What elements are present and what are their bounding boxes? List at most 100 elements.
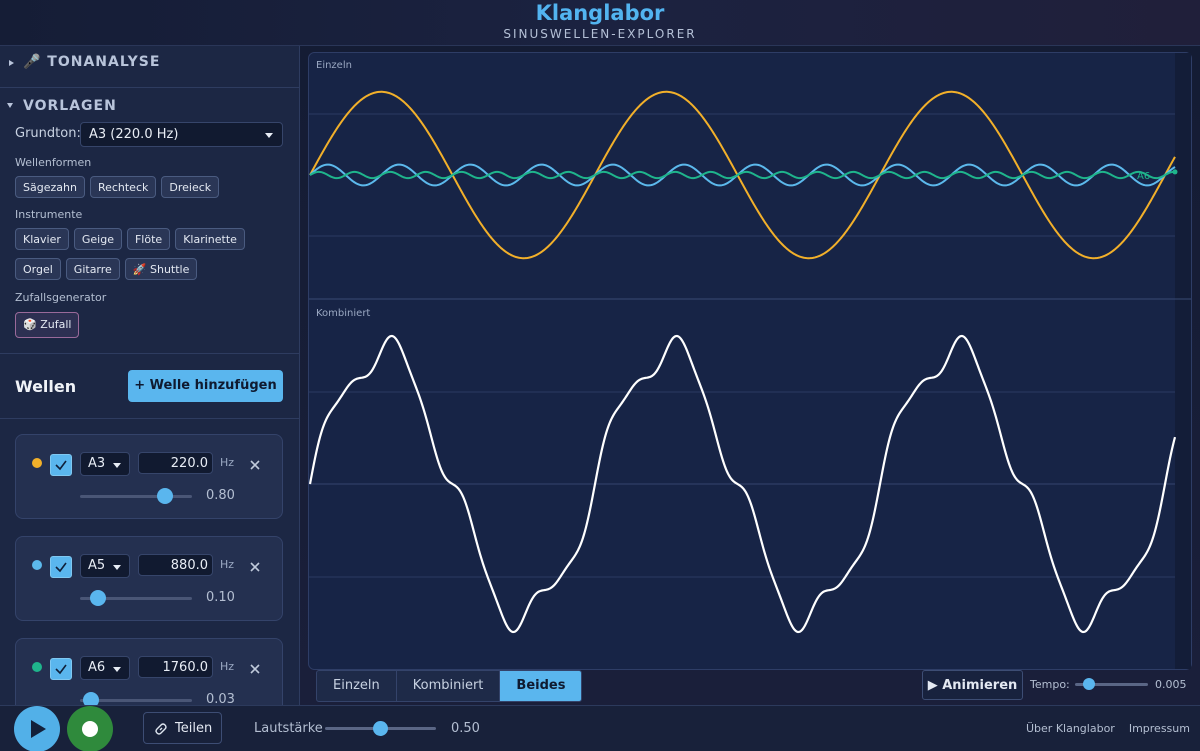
view-tab[interactable]: Kombiniert (397, 671, 501, 701)
preset-button[interactable]: 🚀 Shuttle (124, 258, 198, 280)
preset-button[interactable]: Dreieck (161, 176, 220, 198)
button-row: Klavier Geige Flöte Klarinette (15, 228, 245, 250)
wave-checkbox[interactable] (50, 556, 72, 578)
note-dropdown[interactable]: A3 (80, 452, 130, 476)
amplitude-track (80, 699, 192, 702)
view-tabs: Einzeln Kombiniert Beides (316, 670, 583, 702)
tempo-track (1075, 683, 1148, 686)
remove-icon (250, 562, 260, 572)
section-toggle[interactable]: 🎤 TONANALYSE (23, 54, 161, 70)
tempo-value: 0.005 (1155, 678, 1187, 691)
remove-button[interactable] (250, 664, 260, 674)
frequency-unit: Hz (220, 660, 235, 673)
section-toggle[interactable]: VORLAGEN (23, 98, 117, 114)
volume-slider[interactable] (372, 721, 388, 736)
panel-label: Einzeln (316, 60, 352, 71)
tempo-slider[interactable] (1082, 678, 1095, 690)
preset-button[interactable]: Geige (73, 228, 122, 250)
sidebar: 🎤 TONANALYSE VORLAGEN Grundton: A3 (220.… (0, 46, 300, 705)
remove-icon (250, 664, 260, 674)
panel-label: Kombiniert (316, 308, 370, 319)
button-rows: Klavier Geige Flöte Klarinette Orgel Gitarre 🚀… (15, 228, 245, 288)
note-value: A5 (88, 558, 106, 573)
group-label: Wellenformen (15, 156, 92, 169)
preset-button[interactable]: Flöte (126, 228, 171, 250)
preset-button[interactable]: Orgel (15, 258, 61, 280)
amplitude-slider[interactable] (89, 590, 106, 606)
frequency-input[interactable]: 1760.0 (138, 656, 213, 678)
preset-button[interactable]: Rechteck (89, 176, 157, 198)
wave-color-dot (32, 560, 42, 570)
view-tab[interactable]: Einzeln (317, 671, 397, 701)
frequency-value: 1760.0 (162, 660, 209, 675)
transport (14, 706, 113, 751)
wave-checkbox[interactable] (50, 454, 72, 476)
wave-color-dot (32, 662, 42, 672)
remove-icon (250, 460, 260, 470)
check-icon (55, 562, 67, 573)
frequency-value: 880.0 (170, 558, 208, 573)
footer-links: Über Klanglabor Impressum (1026, 722, 1190, 735)
check-mark (55, 460, 67, 471)
note-dropdown[interactable]: A5 (80, 554, 130, 578)
animate-button[interactable]: ▶ Animieren (922, 670, 1023, 700)
expand-arrow[interactable] (7, 103, 13, 108)
random-button[interactable]: 🎲 Zufall (15, 312, 80, 338)
wave-end-dot (1172, 169, 1178, 175)
link-icon (155, 723, 167, 735)
record-icon (82, 721, 98, 737)
amplitude-value: 0.03 (206, 692, 235, 705)
collapse-arrow[interactable] (9, 60, 14, 66)
wave-card: A3 220.0 Hz 0.80 (15, 434, 283, 519)
wave-checkbox[interactable] (50, 658, 72, 680)
amplitude-track (80, 495, 192, 498)
divider (0, 418, 299, 419)
remove-button[interactable] (250, 460, 260, 470)
wave-label: A6 (1137, 171, 1150, 182)
note-value: A3 (88, 456, 106, 471)
frequency-input[interactable]: 880.0 (138, 554, 213, 576)
wave-plot: Einzeln Kombiniert A6 (308, 52, 1192, 670)
amplitude-slider[interactable] (156, 488, 173, 504)
preset-button[interactable]: Gitarre (65, 258, 120, 280)
wave-color-dot (32, 458, 42, 468)
divider (0, 353, 299, 354)
tempo-label: Tempo: (1030, 678, 1070, 691)
share-label: Teilen (175, 721, 213, 736)
preset-button[interactable]: Klarinette (175, 228, 245, 250)
check-icon (55, 460, 67, 471)
wave-list: A3 220.0 Hz 0.80 A5 880.0 Hz 0.10 A6 1760.0 Hz 0.03 (0, 46, 299, 705)
share-button[interactable]: Teilen (143, 712, 222, 744)
app-subtitle: SINUSWELLEN-EXPLORER (503, 27, 697, 41)
note-dropdown[interactable]: A6 (80, 656, 130, 680)
dropdown-arrow (113, 565, 121, 570)
preset-button[interactable]: Sägezahn (15, 176, 85, 198)
dropdown[interactable]: A3 (220.0 Hz) (80, 122, 283, 147)
dropdown-arrow (113, 667, 121, 672)
check-mark (55, 664, 67, 675)
group-label: Zufallsgenerator (15, 291, 107, 304)
plot-scroll-strip (1175, 53, 1191, 669)
note-value: A6 (88, 660, 106, 675)
dropdown-value: A3 (220.0 Hz) (89, 127, 179, 142)
footer-link[interactable]: Impressum (1128, 722, 1190, 735)
add-wave-button[interactable]: + Welle hinzufügen (128, 370, 283, 402)
view-tab[interactable]: Beides (500, 671, 582, 701)
amplitude-value: 0.80 (206, 488, 235, 503)
volume-label: Lautstärke (254, 721, 323, 736)
header: Klanglabor SINUSWELLEN-EXPLORER (0, 0, 1200, 46)
footer-link[interactable]: Über Klanglabor (1026, 722, 1115, 735)
amplitude-slider[interactable] (82, 692, 99, 705)
frequency-input[interactable]: 220.0 (138, 452, 213, 474)
preset-button[interactable]: Klavier (15, 228, 69, 250)
dropdown-arrow (265, 133, 273, 138)
app-title: Klanglabor (535, 1, 665, 25)
remove-button[interactable] (250, 562, 260, 572)
frequency-unit: Hz (220, 558, 235, 571)
waves-title: Wellen (15, 377, 77, 396)
button-row: Orgel Gitarre 🚀 Shuttle (15, 258, 245, 280)
check-mark (55, 562, 67, 573)
field-label: Grundton: (15, 126, 81, 141)
frequency-value: 220.0 (170, 456, 208, 471)
